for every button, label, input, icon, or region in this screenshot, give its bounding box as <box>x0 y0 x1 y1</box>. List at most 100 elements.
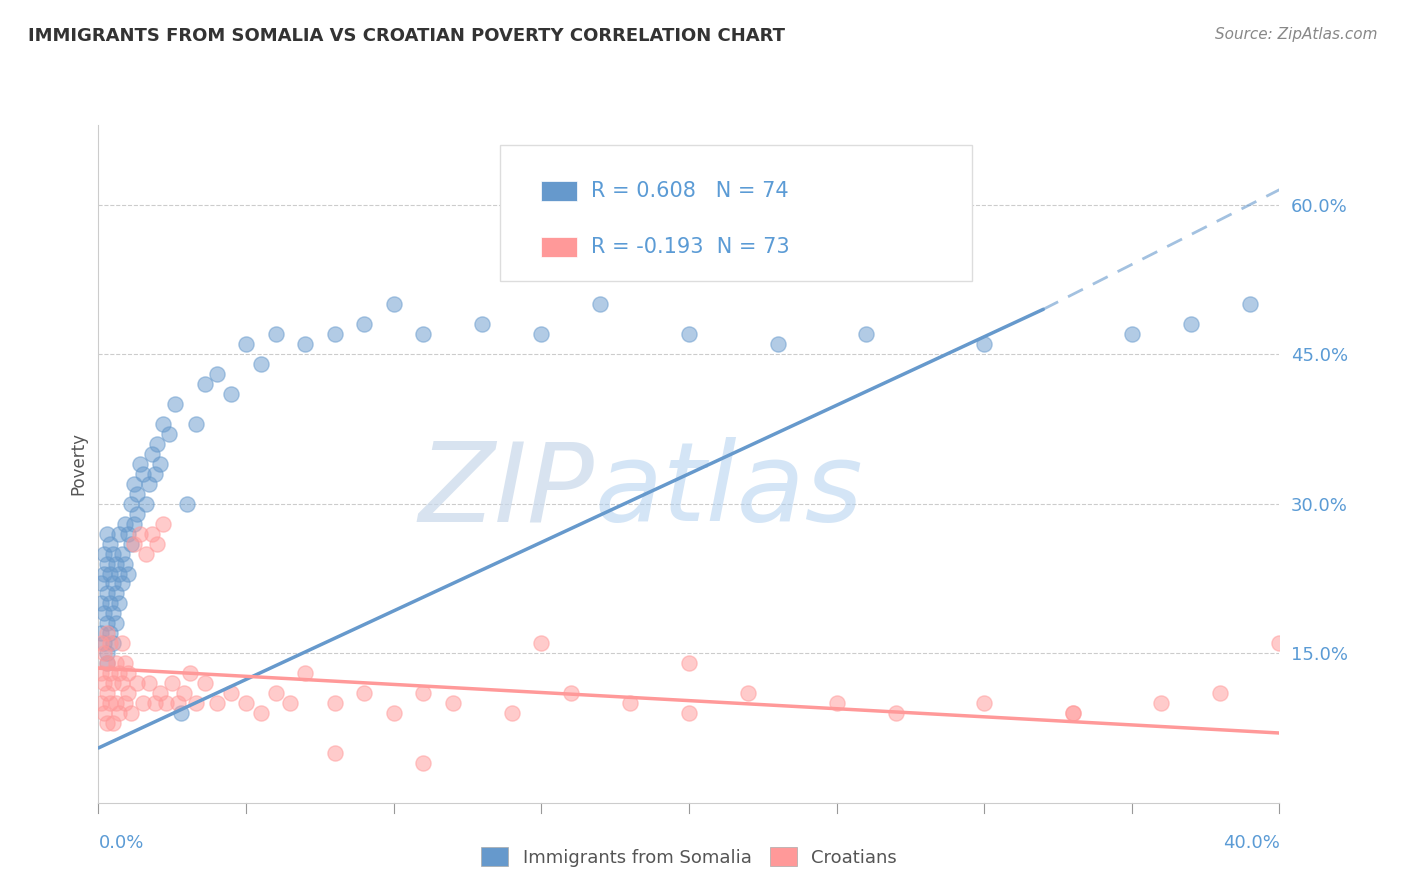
Point <box>96 657 118 671</box>
Point <box>138 676 160 690</box>
Point <box>120 536 142 550</box>
Point <box>93 706 115 720</box>
Point <box>90 666 112 681</box>
Point <box>825 696 848 710</box>
Point <box>441 696 464 710</box>
Point <box>96 626 118 640</box>
Point <box>125 507 148 521</box>
Point <box>114 516 136 531</box>
Point <box>98 536 121 550</box>
Point <box>471 318 494 332</box>
FancyBboxPatch shape <box>541 237 576 258</box>
Point <box>184 696 207 710</box>
Point <box>1268 636 1291 650</box>
Point <box>1209 686 1232 700</box>
Point <box>530 636 553 650</box>
Point <box>117 566 139 581</box>
Point <box>167 696 190 710</box>
Point <box>678 327 700 342</box>
Point <box>96 686 118 700</box>
Point <box>157 426 180 441</box>
Point <box>264 327 287 342</box>
Point <box>103 676 125 690</box>
Point <box>103 607 125 621</box>
Point <box>353 686 375 700</box>
Point <box>589 297 612 311</box>
Point <box>108 526 131 541</box>
Point <box>96 557 118 571</box>
Point <box>530 327 553 342</box>
Point <box>135 497 157 511</box>
Point <box>884 706 907 720</box>
Point <box>93 566 115 581</box>
Point <box>90 696 112 710</box>
Point <box>98 666 121 681</box>
Point <box>90 636 112 650</box>
Point <box>120 706 142 720</box>
Point <box>501 706 523 720</box>
Point <box>111 676 134 690</box>
Point <box>165 397 187 411</box>
Point <box>678 657 700 671</box>
Point <box>122 536 145 550</box>
Point <box>1180 318 1202 332</box>
Point <box>111 576 134 591</box>
Point <box>678 706 700 720</box>
Point <box>143 467 166 481</box>
Point <box>1062 706 1084 720</box>
Point <box>143 696 166 710</box>
Point <box>737 686 759 700</box>
Point <box>90 576 112 591</box>
Point <box>125 676 148 690</box>
Point <box>323 746 346 760</box>
Point <box>114 557 136 571</box>
Point <box>149 686 172 700</box>
Point <box>155 696 177 710</box>
Point <box>111 547 134 561</box>
Point <box>382 706 405 720</box>
Point <box>93 646 115 660</box>
Point <box>170 706 193 720</box>
Point <box>323 327 346 342</box>
Point <box>219 387 242 401</box>
Text: 0.0%: 0.0% <box>98 834 143 852</box>
Point <box>96 586 118 600</box>
Point <box>235 696 257 710</box>
Point <box>323 696 346 710</box>
Text: atlas: atlas <box>595 437 863 544</box>
Text: IMMIGRANTS FROM SOMALIA VS CROATIAN POVERTY CORRELATION CHART: IMMIGRANTS FROM SOMALIA VS CROATIAN POVE… <box>28 27 785 45</box>
Point <box>98 696 121 710</box>
Point <box>294 666 316 681</box>
Text: R = -0.193  N = 73: R = -0.193 N = 73 <box>591 237 790 257</box>
Point <box>103 716 125 731</box>
Point <box>294 337 316 351</box>
Point <box>108 666 131 681</box>
Point <box>117 686 139 700</box>
Point <box>90 596 112 610</box>
Legend: Immigrants from Somalia, Croatians: Immigrants from Somalia, Croatians <box>474 840 904 874</box>
Point <box>114 696 136 710</box>
Point <box>105 616 128 631</box>
Point <box>103 547 125 561</box>
Point <box>122 476 145 491</box>
Point <box>117 526 139 541</box>
Point <box>235 337 257 351</box>
Point <box>219 686 242 700</box>
Point <box>93 676 115 690</box>
Point <box>176 497 198 511</box>
Point <box>96 526 118 541</box>
Point <box>98 596 121 610</box>
Point <box>111 636 134 650</box>
Point <box>98 636 121 650</box>
Point <box>138 476 160 491</box>
Point <box>194 377 217 392</box>
Point <box>179 666 201 681</box>
Point <box>141 447 163 461</box>
Point <box>149 457 172 471</box>
Point <box>766 337 789 351</box>
Point <box>973 696 995 710</box>
Point <box>114 657 136 671</box>
Point <box>412 686 434 700</box>
Point <box>108 706 131 720</box>
Point <box>194 676 217 690</box>
